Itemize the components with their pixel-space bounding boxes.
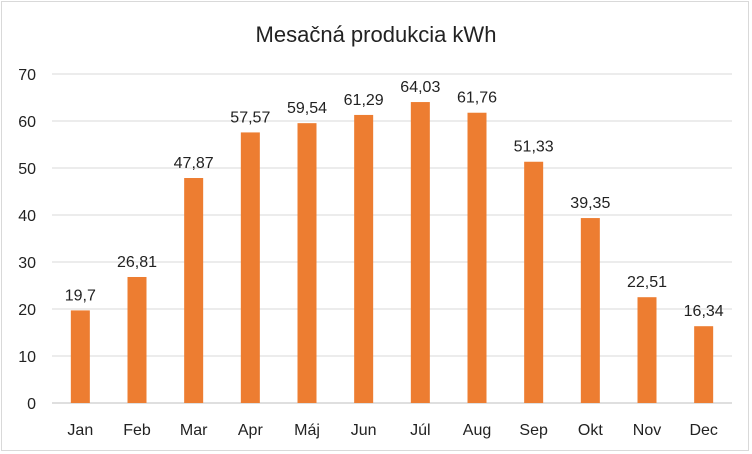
bar-sep (524, 161, 544, 403)
x-tick-label: Mar (180, 422, 208, 439)
bar-júl (410, 102, 430, 404)
bar-jan (70, 310, 90, 403)
data-label: 16,34 (684, 303, 724, 320)
y-tick-label: 30 (18, 255, 36, 272)
y-tick-label: 70 (18, 67, 36, 84)
x-tick-label: Júl (410, 422, 430, 439)
bar-jun (354, 114, 374, 403)
data-label: 59,54 (287, 100, 327, 117)
x-tick-label: Nov (633, 422, 661, 439)
x-tick-label: Aug (463, 422, 491, 439)
bars (70, 102, 714, 404)
data-label: 39,35 (570, 195, 610, 212)
bar-nov (637, 297, 657, 403)
data-label: 22,51 (627, 274, 667, 291)
bar-mar (184, 178, 204, 403)
bar-okt (580, 218, 600, 403)
data-label: 61,29 (344, 92, 384, 109)
data-label: 61,76 (457, 90, 497, 107)
bar-dec (694, 326, 714, 403)
y-tick-label: 20 (18, 302, 36, 319)
y-tick-label: 50 (18, 161, 36, 178)
data-label: 57,57 (230, 109, 270, 126)
bar-aug (467, 112, 487, 403)
x-tick-label: Okt (578, 422, 603, 439)
y-axis-ticks: 0 10 20 30 40 50 60 70 (18, 67, 36, 413)
data-label: 47,87 (174, 155, 214, 172)
x-tick-label: Sep (519, 422, 548, 439)
y-tick-label: 60 (18, 114, 36, 131)
y-tick-label: 10 (18, 349, 36, 366)
data-label: 51,33 (514, 139, 554, 156)
x-tick-label: Jan (67, 422, 93, 439)
y-tick-label: 0 (27, 396, 36, 413)
bar-apr (240, 132, 260, 403)
data-label: 26,81 (117, 254, 157, 271)
x-tick-label: Jun (351, 422, 377, 439)
x-tick-label: Apr (238, 422, 264, 439)
x-tick-label: Feb (123, 422, 151, 439)
x-tick-label: Máj (294, 422, 320, 439)
x-axis-ticks: Jan Feb Mar Apr Máj Jun Júl Aug Sep Okt Nov Dec (67, 422, 717, 439)
chart-title: Mesačná produkcia kWh (256, 22, 497, 47)
data-label: 19,7 (65, 287, 96, 304)
x-tick-label: Dec (689, 422, 717, 439)
data-labels: 19,7 26,81 47,87 57,57 59,54 61,29 64,03 61,76 5… (65, 79, 724, 320)
bar-máj (297, 123, 317, 404)
data-label: 64,03 (400, 79, 440, 96)
bar-feb (127, 276, 147, 403)
y-tick-label: 40 (18, 208, 36, 225)
gridlines (52, 73, 732, 404)
